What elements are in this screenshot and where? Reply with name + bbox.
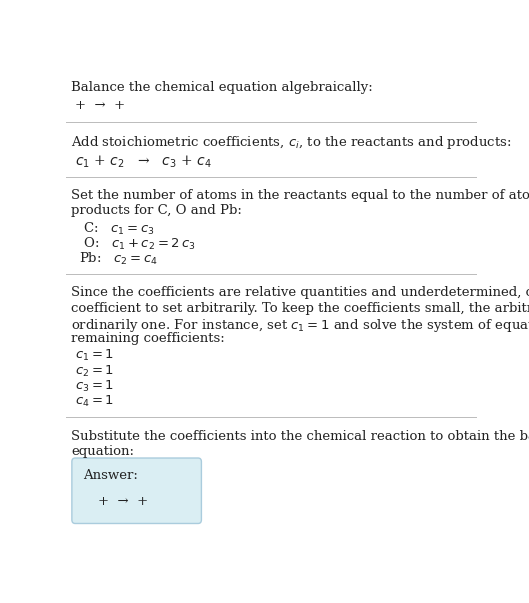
Text: remaining coefficients:: remaining coefficients: (71, 332, 225, 346)
Text: Add stoichiometric coefficients, $c_i$, to the reactants and products:: Add stoichiometric coefficients, $c_i$, … (71, 134, 512, 151)
Text: products for C, O and Pb:: products for C, O and Pb: (71, 204, 242, 217)
Text: $c_4 = 1$: $c_4 = 1$ (75, 394, 114, 409)
Text: C:   $c_1 = c_3$: C: $c_1 = c_3$ (79, 221, 155, 236)
Text: Pb:   $c_2 = c_4$: Pb: $c_2 = c_4$ (79, 251, 158, 267)
Text: +  →  +: + → + (75, 99, 125, 112)
Text: Since the coefficients are relative quantities and underdetermined, choose a: Since the coefficients are relative quan… (71, 286, 529, 299)
Text: +  →  +: + → + (98, 495, 148, 508)
Text: Balance the chemical equation algebraically:: Balance the chemical equation algebraica… (71, 81, 373, 93)
Text: $c_3 = 1$: $c_3 = 1$ (75, 379, 114, 394)
Text: $c_1$ + $c_2$   →   $c_3$ + $c_4$: $c_1$ + $c_2$ → $c_3$ + $c_4$ (75, 154, 212, 170)
Text: Set the number of atoms in the reactants equal to the number of atoms in the: Set the number of atoms in the reactants… (71, 189, 529, 202)
FancyBboxPatch shape (72, 458, 202, 523)
Text: ordinarily one. For instance, set $c_1 = 1$ and solve the system of equations fo: ordinarily one. For instance, set $c_1 =… (71, 317, 529, 334)
Text: Substitute the coefficients into the chemical reaction to obtain the balanced: Substitute the coefficients into the che… (71, 429, 529, 443)
Text: $c_1 = 1$: $c_1 = 1$ (75, 349, 114, 364)
Text: coefficient to set arbitrarily. To keep the coefficients small, the arbitrary va: coefficient to set arbitrarily. To keep … (71, 302, 529, 315)
Text: $c_2 = 1$: $c_2 = 1$ (75, 364, 114, 379)
Text: O:   $c_1 + c_2 = 2\,c_3$: O: $c_1 + c_2 = 2\,c_3$ (79, 236, 196, 252)
Text: equation:: equation: (71, 445, 134, 458)
Text: Answer:: Answer: (84, 469, 138, 482)
